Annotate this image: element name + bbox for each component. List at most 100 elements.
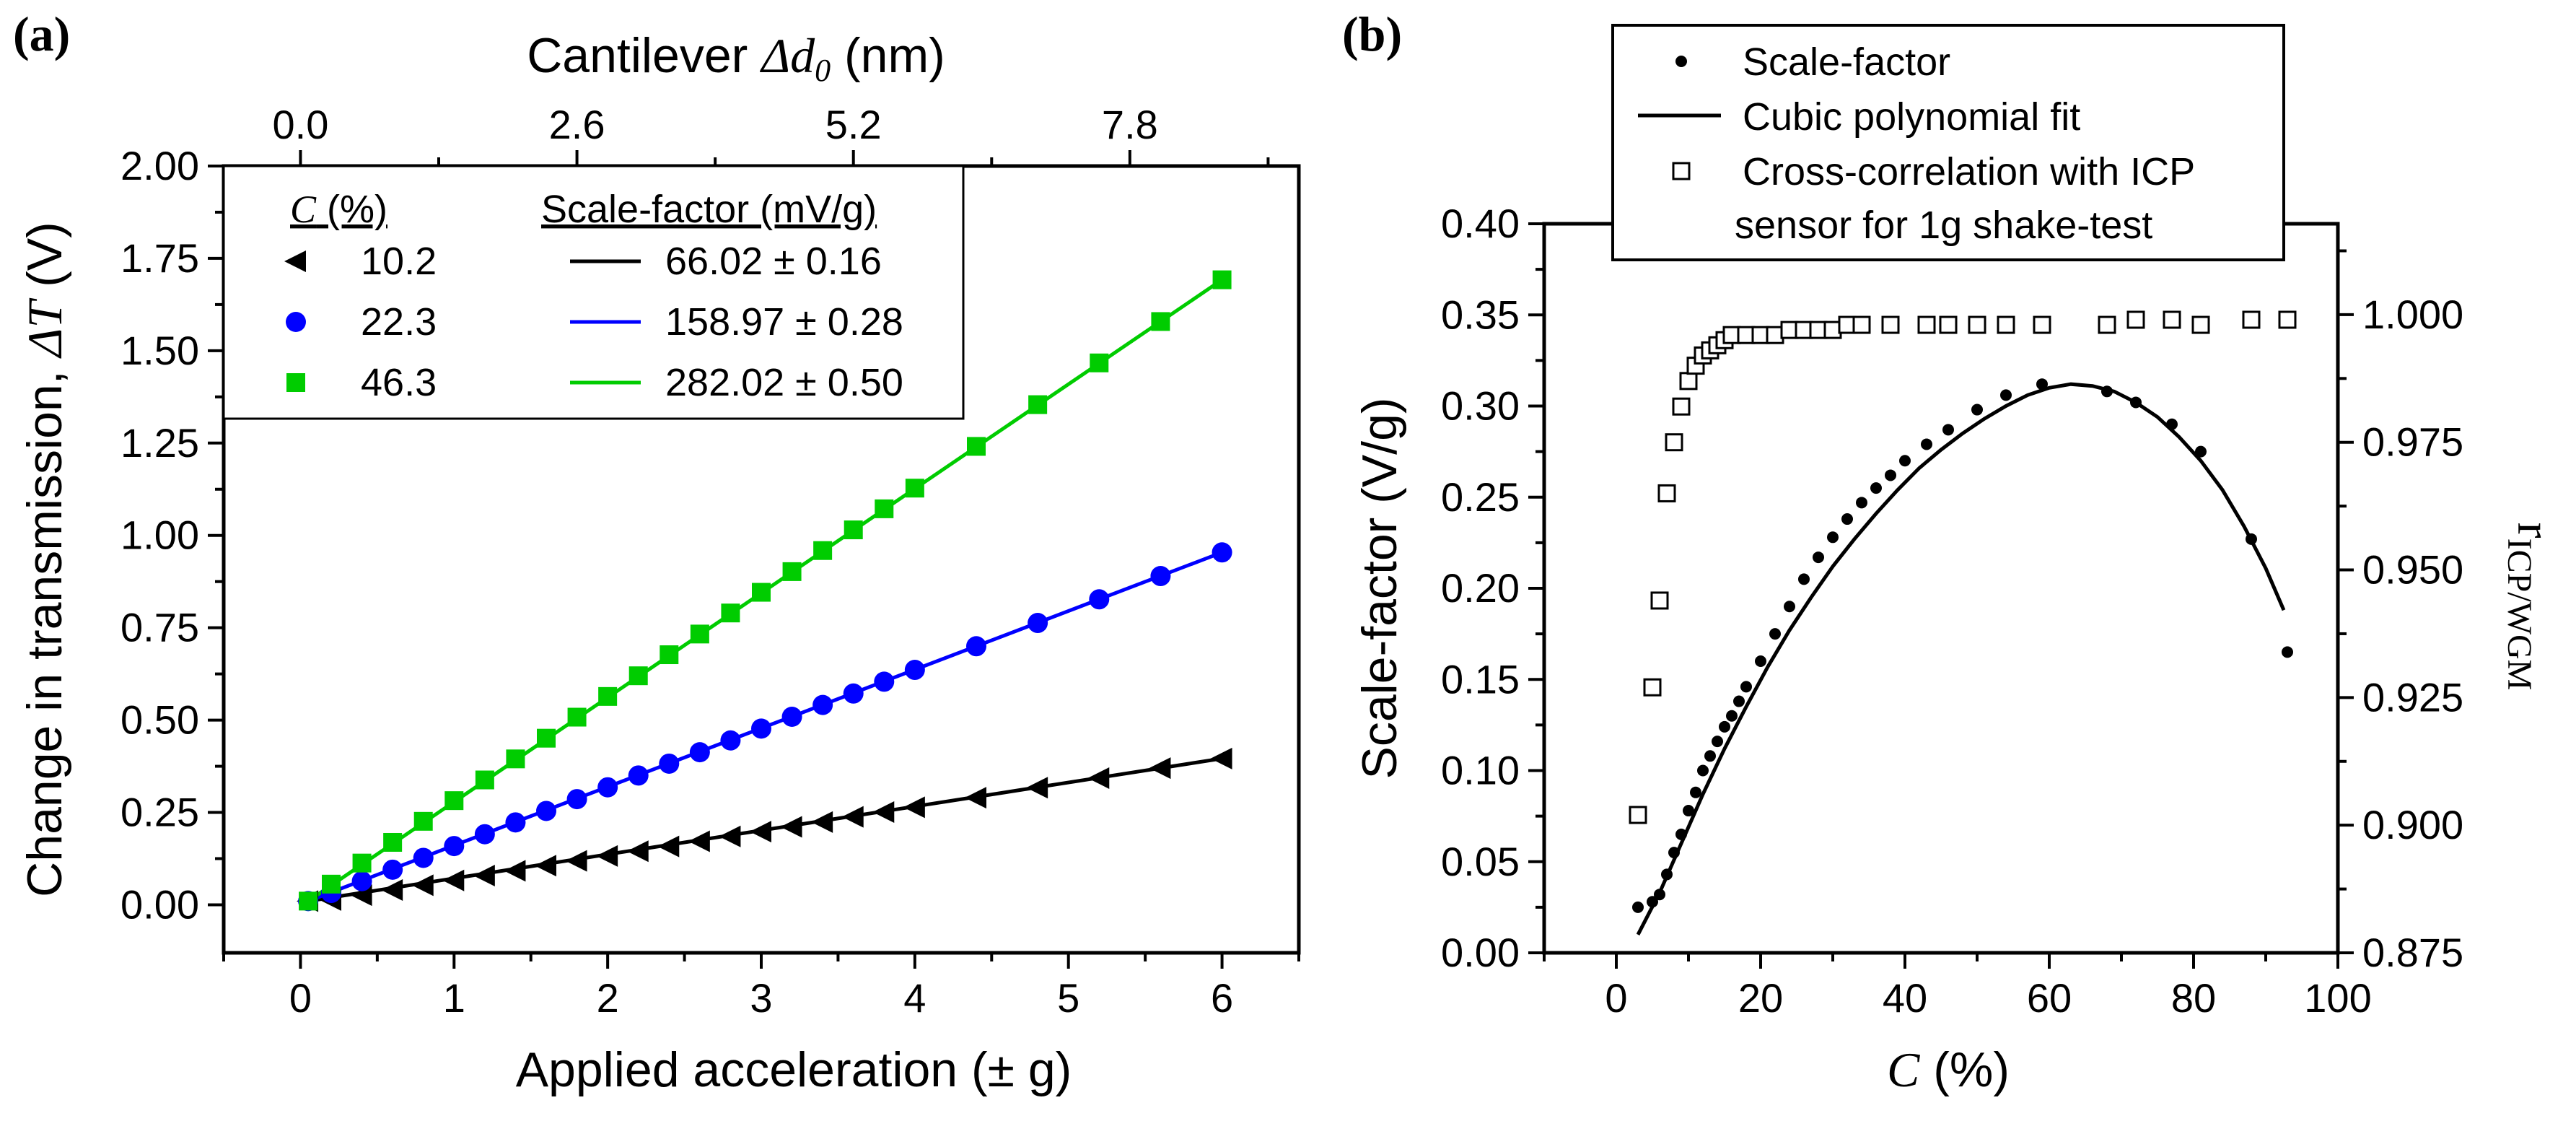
panel-b-scale-factor-point <box>1755 655 1766 667</box>
panel-a-legend-marker <box>286 312 306 332</box>
panel-a-point-10.2 <box>965 787 986 809</box>
panel-b-scale-factor-point <box>2166 418 2178 430</box>
panel-a-top-axis-title-suffix: (nm) <box>831 28 945 83</box>
panel-b-y2-tick-label: 0.925 <box>2362 674 2463 720</box>
panel-b-x-tick-label: 80 <box>2171 975 2216 1021</box>
panel-b-legend-label: Scale-factor <box>1743 40 1950 84</box>
panel-b-legend: Scale-factor Cubic polynomial fit Cross-co… <box>1611 24 2285 261</box>
panel-a-point-46.3 <box>1151 312 1170 331</box>
panel-b-cross-correlation-point <box>2126 310 2145 329</box>
panel-a-point-10.2 <box>811 811 833 833</box>
panel-b-x-axis-title-symbol: C <box>1887 1042 1920 1097</box>
panel-b-scale-factor-point <box>1632 901 1644 913</box>
panel-b-label: (b) <box>1342 6 1402 61</box>
panel-a-point-10.2 <box>750 821 771 843</box>
panel-a-point-10.2 <box>1149 757 1171 780</box>
panel-a-legend-c-value: 10.2 <box>361 240 437 283</box>
panel-a-point-10.2 <box>381 879 403 902</box>
panel-b-fit-line <box>1636 382 2286 935</box>
panel-b-markers <box>1629 310 2297 913</box>
panel-b-cross-correlation-point <box>1665 433 1683 452</box>
panel-b-scale-factor-point <box>1827 531 1839 544</box>
panel-b-scale-factor-point <box>1841 513 1853 525</box>
panel-a-point-46.3 <box>299 891 318 911</box>
panel-b-cross-correlation-point <box>2278 310 2297 329</box>
panel-a-legend-header-sf: Scale-factor (mV/g) <box>541 188 877 231</box>
panel-a-point-46.3 <box>475 770 494 790</box>
panel-b-scale-factor-point <box>1719 720 1730 733</box>
panel-b-y2-ticks: 0.875 0.900 0.925 0.950 0.975 1.000 <box>2338 249 2463 975</box>
panel-a-point-46.3 <box>413 811 433 831</box>
panel-a-point-10.2 <box>565 850 587 872</box>
panel-a-point-22.3 <box>843 683 864 704</box>
panel-a-point-10.2 <box>1026 777 1048 799</box>
panel-a-legend-header-c-symbol: C <box>290 188 317 231</box>
panel-a-point-22.3 <box>1212 542 1232 563</box>
panel-b-scale-factor-point <box>2000 389 2012 401</box>
panel-a-point-46.3 <box>752 583 771 602</box>
panel-a-point-22.3 <box>659 753 680 774</box>
panel-a-point-46.3 <box>322 874 341 894</box>
panel-a-point-46.3 <box>567 707 587 727</box>
panel-b-x-tick-label: 0 <box>1605 975 1627 1021</box>
panel-b-legend-open-square <box>1672 162 1691 180</box>
panel-b-legend-box <box>1611 24 2285 261</box>
panel-a-y-axis-title: Change in transmission, ΔT (V) <box>17 222 72 897</box>
panel-b-scale-factor-point <box>1784 601 1795 613</box>
panel-b-cross-correlation-point <box>2242 310 2261 329</box>
panel-a-point-22.3 <box>444 836 465 857</box>
panel-b-scale-factor-point <box>1798 573 1810 585</box>
panel-b-scale-factor-point <box>1654 889 1665 901</box>
panel-a-point-22.3 <box>904 660 925 681</box>
panel-a-top-axis-title: Cantilever Δd0 (nm) <box>527 28 945 88</box>
panel-b-scale-factor-point <box>2282 646 2293 658</box>
panel-a-point-10.2 <box>872 801 895 824</box>
panel-b-scale-factor-point <box>1942 424 1954 436</box>
panel-a-point-22.3 <box>751 718 771 739</box>
panel-a-legend-header-c-suffix: (%) <box>316 188 387 231</box>
panel-b-legend-entries: Scale-factor Cubic polynomial fit Cross-co… <box>1638 40 2195 247</box>
panel-b-y2-tick-label: 0.875 <box>2362 930 2463 975</box>
panel-a-point-10.2 <box>1087 767 1110 789</box>
panel-b-scale-factor-point <box>1712 736 1723 748</box>
panel-a-y-axis-title-symbol: ΔT <box>17 298 72 359</box>
panel-b-scale-factor-point <box>1899 455 1911 467</box>
panel-a-x-tick-label: 2 <box>597 975 619 1021</box>
panel-a-point-22.3 <box>812 694 833 715</box>
panel-b-y2-tick-label: 0.950 <box>2362 547 2463 593</box>
panel-b-y-tick-label: 0.40 <box>1441 201 1520 246</box>
panel-a-point-10.2 <box>626 840 649 863</box>
panel-b-cross-correlation-point <box>1939 315 1958 334</box>
panel-b-cross-correlation-point <box>2033 315 2051 334</box>
panel-a-point-22.3 <box>413 847 434 868</box>
panel-a-top-ticks: 0.0 2.6 5.2 7.8 <box>272 102 1270 166</box>
panel-b-cross-correlation-point <box>1650 591 1669 610</box>
panel-b-scale-factor-point <box>1690 786 1701 798</box>
panel-a-y-tick-label: 1.50 <box>121 328 199 373</box>
panel-a-y-tick-label: 0.50 <box>121 697 199 743</box>
panel-a-top-tick-label: 0.0 <box>272 102 328 147</box>
panel-b-y-ticks: 0.00 0.05 0.10 0.15 0.20 0.25 0.30 0.35 0.40 <box>1441 201 1544 975</box>
panel-a-x-tick-label: 0 <box>289 975 312 1021</box>
panel-a-top-axis-title-symbol: Δd <box>759 28 815 83</box>
panel-a-y-tick-label: 1.00 <box>121 512 199 558</box>
panel-a-point-46.3 <box>598 686 618 706</box>
panel-a-point-46.3 <box>1212 270 1232 289</box>
panel-b-cross-correlation-point <box>1679 372 1698 391</box>
panel-a-point-22.3 <box>628 765 649 786</box>
panel-b-legend-label: Cross-correlation with ICP <box>1743 150 2195 193</box>
panel-a-y-ticks: 0.00 0.25 0.50 0.75 1.00 1.25 1.50 1.75 2.00 <box>121 143 224 927</box>
panel-a-point-10.2 <box>1210 747 1232 769</box>
panel-b-y2-tick-label: 0.975 <box>2362 419 2463 465</box>
panel-a-point-22.3 <box>1028 613 1048 634</box>
panel-a-point-46.3 <box>844 520 863 540</box>
panel-a-y-tick-label: 0.75 <box>121 605 199 650</box>
panel-a-x-axis-title: Applied acceleration (± g) <box>516 1042 1072 1097</box>
panel-b-scale-factor-point <box>1704 750 1716 762</box>
panel-b-y-tick-label: 0.25 <box>1441 474 1520 520</box>
panel-a-point-46.3 <box>506 749 525 769</box>
panel-b-scale-factor-point <box>1668 847 1680 859</box>
panel-a-y-tick-label: 0.00 <box>121 881 199 927</box>
